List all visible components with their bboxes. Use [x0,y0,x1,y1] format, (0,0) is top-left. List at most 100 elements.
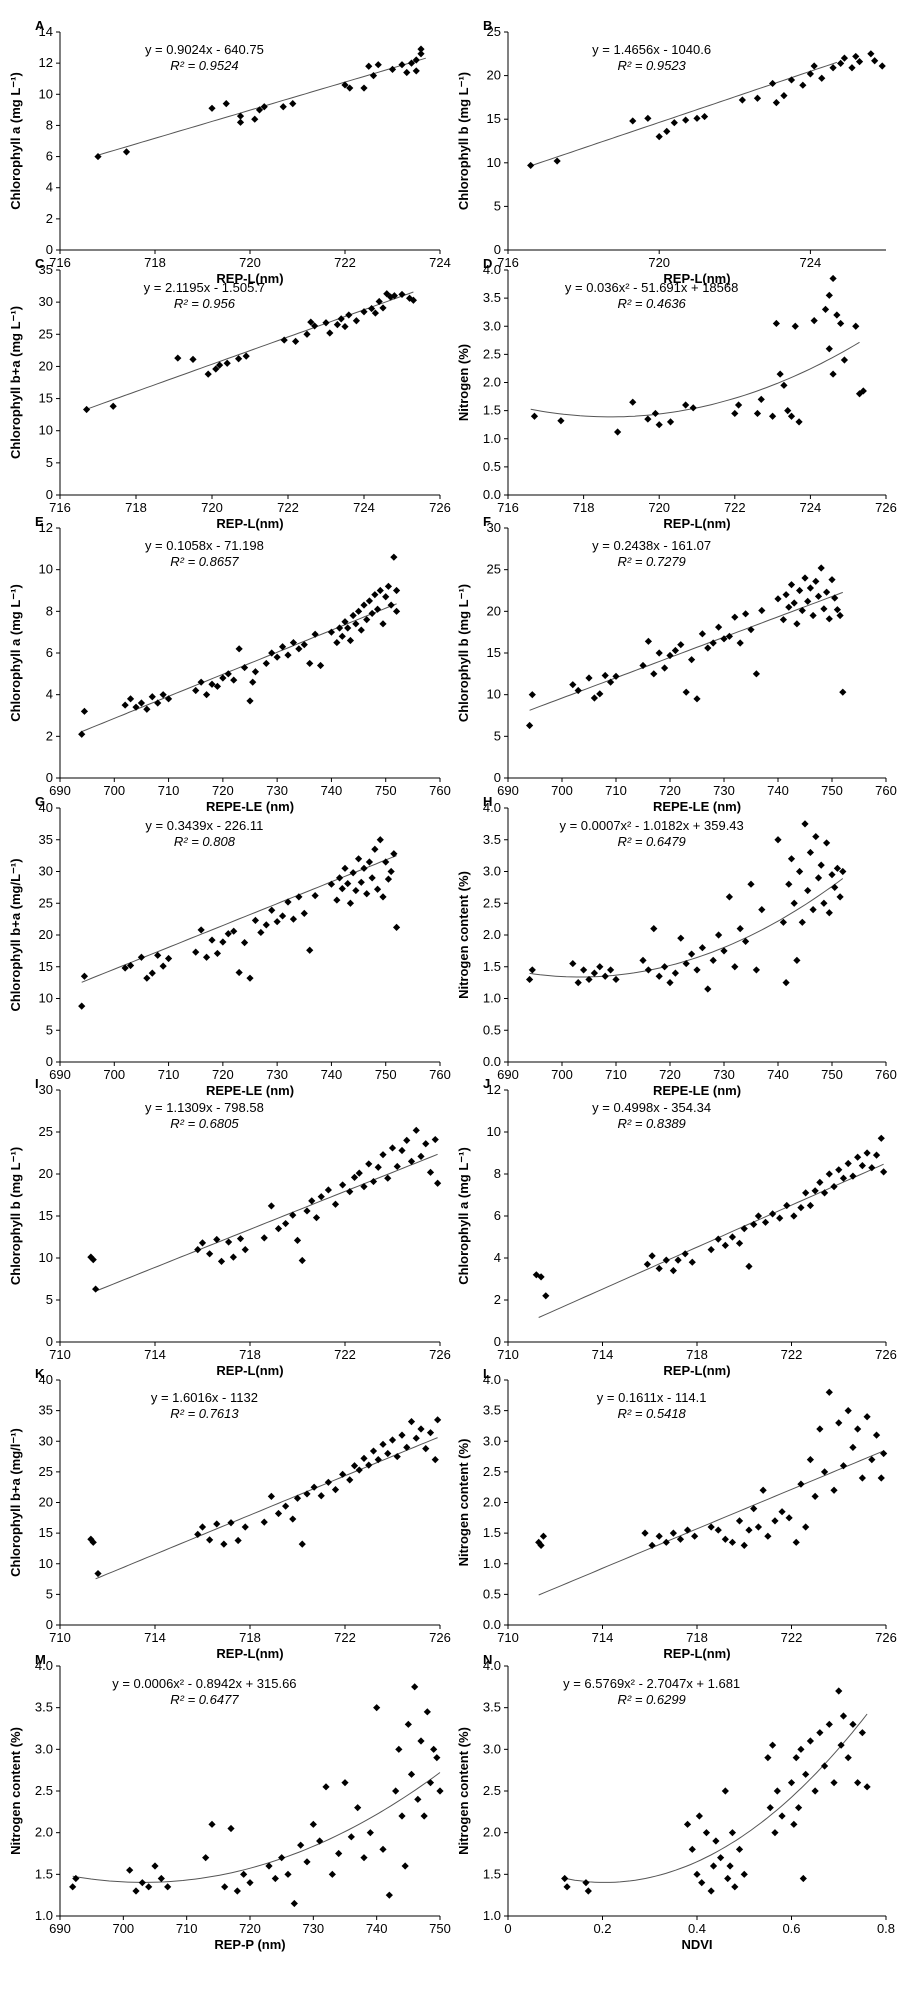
data-point [379,304,387,312]
data-point [309,1820,317,1828]
data-point [379,893,387,901]
data-point [855,58,864,66]
data-point [871,57,879,65]
panel-h: 0.0 0.5 1.0 1.5 2.0 2.5 3.0 3.5 4.0 690 700 710 720 7… [456,794,897,1098]
panel-k: 0 5 10 15 20 25 30 35 40 710 714 718 722 726 K REP-L(nm… [8,1366,451,1661]
data-point [806,70,814,78]
x-tick-label: 710 [497,1630,519,1645]
x-tick-label: 716 [49,500,71,515]
data-point [374,61,382,69]
x-tick-label: 714 [144,1347,166,1362]
data-point [688,950,696,958]
data-point [80,707,89,715]
y-tick-label: 1.5 [483,959,501,974]
data-point [240,663,249,672]
y-tick-label: 30 [39,1082,53,1097]
data-point [688,1845,696,1853]
data-point [246,974,254,982]
data-point [346,1476,354,1484]
data-point [219,674,227,682]
y-tick-label: 10 [487,155,501,170]
data-point [341,322,349,331]
r-squared: R² = 0.4636 [617,296,686,311]
data-point [335,624,344,632]
data-point [311,322,319,330]
data-point [422,1140,430,1148]
y-tick-label: 1.0 [35,1908,53,1923]
y-tick-label: 0 [46,1617,53,1632]
y-tick-label: 2.5 [483,1783,501,1798]
y-tick-label: 10 [487,1124,501,1139]
x-tick-label: 700 [103,1067,125,1082]
x-axis-label: REP-L(nm) [216,271,283,286]
data-point [726,1862,734,1870]
data-point [137,953,146,961]
data-point [644,415,652,423]
panel-label: K [35,1366,45,1381]
data-point [324,1478,332,1486]
data-point [854,1779,862,1787]
data-point [407,1418,416,1426]
data-point [282,1219,290,1228]
data-point [198,1239,207,1247]
y-tick-label: 3.0 [483,1741,501,1756]
data-point [365,1160,373,1168]
data-point [398,1146,406,1155]
r-squared: R² = 0.6477 [170,1692,239,1707]
data-point [363,616,371,624]
r-squared: R² = 0.7613 [170,1406,239,1421]
data-point [373,605,382,613]
data-point [409,296,417,304]
y-axis-label: Nitrogen content (%) [456,1727,471,1855]
data-point [235,645,243,653]
data-point [384,1449,392,1458]
x-tick-label: 722 [334,1347,356,1362]
data-point [791,322,799,330]
data-point [574,686,582,695]
data-point [227,1824,235,1833]
x-tick-label: 740 [767,1067,789,1082]
data-point [666,979,674,987]
data-point [655,421,663,429]
data-point [644,637,652,645]
y-tick-label: 25 [39,1124,53,1139]
trendline [95,1153,438,1292]
x-tick-label: 730 [266,1067,288,1082]
data-point [78,1002,86,1010]
y-tick-label: 4.0 [483,800,501,815]
x-tick-label: 714 [144,1630,166,1645]
y-tick-label: 10 [39,562,53,577]
x-tick-label: 720 [659,783,681,798]
data-point [835,1166,843,1174]
data-point [720,947,728,955]
x-tick-label: 718 [573,500,595,515]
data-point [403,1136,411,1144]
x-axis-label: REPE-LE (nm) [206,799,294,814]
y-tick-label: 0 [494,242,501,257]
data-point [278,1854,286,1862]
data-point [728,1829,737,1837]
y-tick-label: 5 [494,198,501,213]
data-point [230,927,238,935]
y-tick-label: 3.5 [483,1403,501,1418]
data-point [830,1183,838,1191]
data-point [825,909,833,917]
data-point [267,1492,275,1500]
data-point [293,1236,302,1244]
data-point [426,1429,435,1437]
data-point [363,890,371,898]
data-point [308,1197,316,1205]
data-point [825,1388,833,1396]
x-tick-label: 690 [49,783,71,798]
data-point [769,1741,777,1749]
data-point [779,616,787,624]
data-point [833,606,841,614]
data-point [698,944,706,952]
data-point [858,1162,866,1170]
y-tick-label: 2.0 [483,1825,501,1840]
panel-label: F [483,514,491,529]
data-point [290,1899,298,1908]
y-tick-label: 0 [494,1334,501,1349]
data-point [661,963,669,971]
data-point [355,1169,363,1177]
